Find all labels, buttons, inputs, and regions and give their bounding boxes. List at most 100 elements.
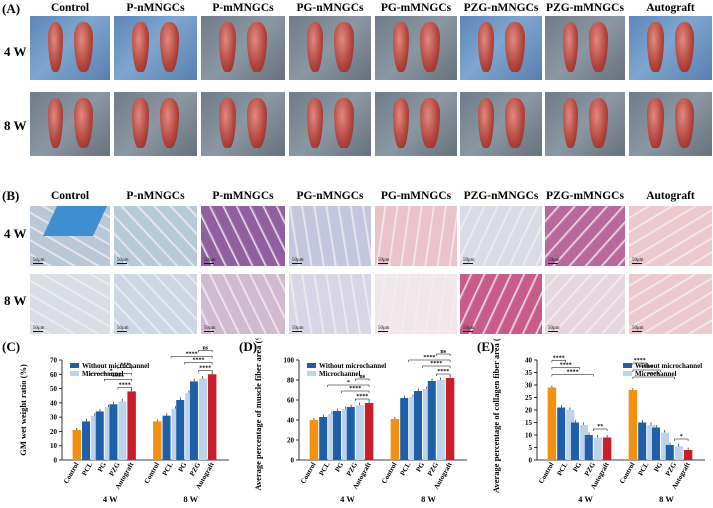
- significance-bracket: [355, 378, 370, 381]
- significance-bracket: [551, 360, 566, 363]
- panel-b-col-4: PG-mMNGCs: [380, 190, 452, 202]
- muscle-specimen: [132, 98, 149, 148]
- significance-label: ****: [634, 358, 646, 364]
- bar-microchannel: [593, 437, 602, 460]
- x-category-label: Control: [299, 461, 318, 485]
- scale-label: 50μm: [292, 258, 304, 263]
- histology-image: 50μm: [545, 274, 625, 334]
- muscle-photo: [375, 92, 457, 156]
- scale-label: 50μm: [33, 258, 45, 263]
- control-bar: [547, 387, 557, 460]
- significance-bracket: [341, 390, 370, 393]
- muscle-photo: [114, 92, 197, 156]
- panel-a-col-2: P-mMNGCs: [212, 2, 274, 14]
- x-category-label: Control: [143, 461, 162, 485]
- scale-bar: [463, 331, 473, 332]
- significance-label: ****: [349, 386, 361, 392]
- muscle-specimen: [159, 22, 180, 72]
- y-tick-label: 0: [54, 457, 58, 465]
- y-tick-label: 30: [50, 414, 58, 422]
- histology-image: 50μm: [460, 274, 542, 334]
- scale-bar: [378, 331, 388, 332]
- significance-bracket: [327, 384, 370, 387]
- autograft-bar: [683, 450, 693, 460]
- panel-a-row-4w: 4 W: [4, 44, 27, 59]
- scale-label: 50μm: [292, 326, 304, 331]
- bar-microchannel: [171, 408, 180, 460]
- significance-bracket: [632, 362, 647, 365]
- muscle-specimen: [674, 22, 695, 72]
- bar-microchannel: [647, 425, 656, 460]
- muscle-photo: [201, 92, 285, 156]
- bar-without-microchannel: [333, 411, 341, 460]
- panel-b-col-3: PG-nMNGCs: [296, 190, 364, 202]
- autograft-bar: [445, 378, 455, 460]
- significance-label: ns: [440, 349, 446, 355]
- muscle-specimen: [247, 22, 268, 72]
- legend-label-without: Without microchannel: [635, 362, 702, 370]
- muscle-photo: [201, 16, 285, 80]
- significance-bracket: [551, 367, 580, 370]
- scale-bar: [204, 331, 214, 332]
- collagen-stain: [43, 206, 107, 236]
- bar-without-microchannel: [427, 381, 436, 460]
- significance-bracket: [170, 356, 213, 359]
- legend-swatch-without: [623, 363, 632, 368]
- y-tick-label: 30: [525, 382, 533, 390]
- muscle-specimen: [505, 22, 525, 72]
- significance-label: ****: [567, 370, 579, 376]
- panel-a-col-0: Control: [50, 2, 90, 14]
- muscle-specimen: [47, 98, 64, 148]
- control-bar: [309, 420, 319, 460]
- autograft-bar: [364, 403, 374, 460]
- histology-image: 50μm: [201, 274, 285, 334]
- y-tick-label: 35: [525, 369, 533, 377]
- bar-microchannel: [674, 446, 683, 460]
- histology-image: 50μm: [375, 274, 457, 334]
- y-tick-label: 60: [287, 397, 295, 405]
- x-group-label: 4 W: [578, 494, 593, 504]
- legend-label-without: Without microchannel: [82, 362, 149, 370]
- muscle-specimen: [478, 98, 495, 148]
- autograft-bar: [207, 374, 217, 460]
- scale-bar: [548, 263, 558, 264]
- x-category-label: PCL: [161, 461, 175, 477]
- significance-label: ****: [186, 351, 198, 357]
- bar-microchannel: [342, 409, 350, 460]
- panel-a-col-3: PG-nMNGCs: [296, 2, 364, 14]
- legend-label-micro: Microchannel: [82, 370, 124, 378]
- histology-image: 50μm: [289, 274, 371, 334]
- bar-microchannel: [409, 397, 418, 460]
- significance-label: ****: [430, 361, 442, 367]
- panel-b-col-6: PZG-mMNGCs: [546, 190, 624, 202]
- muscle-photo: [30, 92, 110, 156]
- legend-swatch-micro: [70, 371, 79, 376]
- scale-label: 50μm: [33, 326, 45, 331]
- chart-e: (E)Average percentage of collagen fiber …: [477, 338, 705, 504]
- panel-b-letter: (B): [2, 188, 20, 203]
- bar-without-microchannel: [176, 400, 185, 460]
- y-tick-label: 20: [50, 428, 58, 436]
- chart-d: (D)Average percentage of muscle fiber ar…: [239, 338, 467, 504]
- chart-ylabel: Average percentage of collagen fiber are…: [491, 338, 501, 493]
- significance-bracket: [117, 387, 132, 390]
- chart-c: (C) GM wet weight ratio (%) 0 10 20 30 40 50 60 7…: [2, 339, 229, 504]
- y-tick-label: 40: [50, 399, 58, 407]
- scale-bar: [204, 263, 214, 264]
- muscle-specimen: [420, 22, 440, 72]
- muscle-photo: [289, 16, 371, 80]
- histology-image: 50μm: [30, 206, 110, 266]
- y-tick-label: 70: [50, 357, 58, 365]
- significance-bracket: [198, 350, 213, 353]
- muscle-specimen: [74, 98, 94, 148]
- significance-bracket: [422, 365, 451, 368]
- bar-without-microchannel: [346, 407, 355, 460]
- panel-b-col-1: P-nMNGCs: [126, 190, 185, 202]
- significance-bracket: [90, 373, 132, 376]
- muscle-specimen: [589, 98, 609, 148]
- scale-bar: [548, 331, 558, 332]
- chart-letter: (C): [2, 339, 20, 354]
- scale-bar: [117, 263, 127, 264]
- significance-label: ****: [641, 365, 653, 371]
- bar-microchannel: [355, 405, 364, 460]
